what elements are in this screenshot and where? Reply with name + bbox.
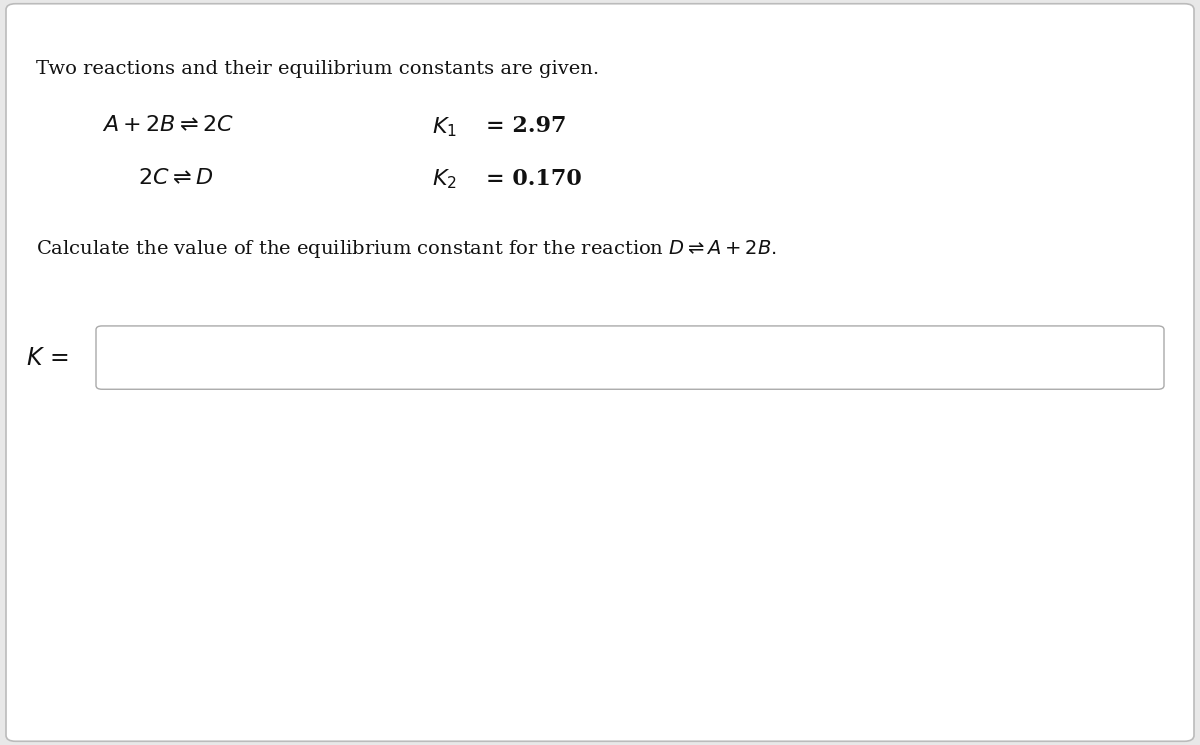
Text: Calculate the value of the equilibrium constant for the reaction $\mathit{D}\rig: Calculate the value of the equilibrium c… (36, 238, 776, 261)
Text: $2\mathit{C}\rightleftharpoons \mathit{D}$: $2\mathit{C}\rightleftharpoons \mathit{D… (138, 168, 214, 188)
Text: $K_1$: $K_1$ (432, 115, 457, 139)
Text: $\mathit{A}+2\mathit{B}\rightleftharpoons 2\mathit{C}$: $\mathit{A}+2\mathit{B}\rightleftharpoon… (102, 115, 234, 136)
Text: $\mathit{K}$ =: $\mathit{K}$ = (26, 346, 68, 370)
Text: Two reactions and their equilibrium constants are given.: Two reactions and their equilibrium cons… (36, 60, 599, 77)
Text: = 0.170: = 0.170 (486, 168, 582, 190)
FancyBboxPatch shape (96, 326, 1164, 389)
Text: $K_2$: $K_2$ (432, 168, 457, 191)
Text: = 2.97: = 2.97 (486, 115, 566, 138)
